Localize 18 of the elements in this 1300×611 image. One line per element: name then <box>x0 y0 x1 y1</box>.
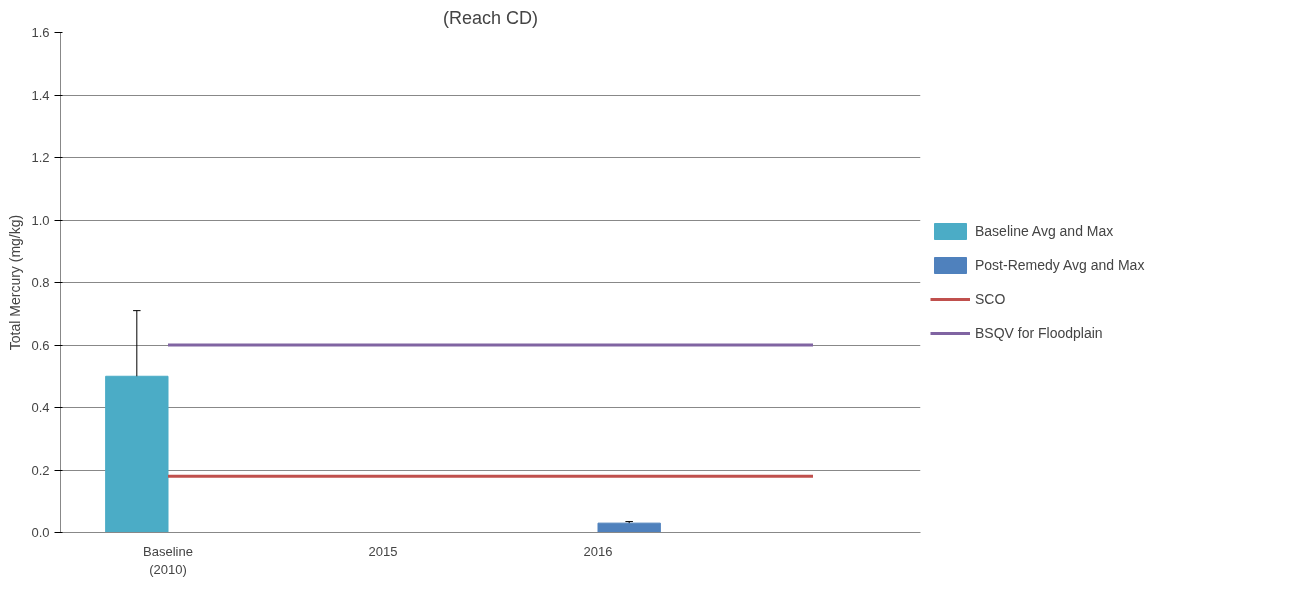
y-axis-title: Total Mercury (mg/kg) <box>7 214 24 351</box>
y-tick-label: 1.0 <box>31 212 50 228</box>
y-tick-label: 0.4 <box>31 400 50 415</box>
x-tick-label: 2015 <box>368 543 398 559</box>
y-tick-label: 1.4 <box>31 87 50 103</box>
y-tick-label: 0.8 <box>31 275 50 290</box>
legend-label: Post-Remedy Avg and Max <box>975 257 1145 273</box>
y-tick-label: 0.6 <box>31 337 50 353</box>
y-tick-label: 1.2 <box>31 150 50 165</box>
legend-label: BSQV for Floodplain <box>975 325 1103 341</box>
y-tick-label: 1.6 <box>31 25 50 40</box>
legend-label: SCO <box>975 291 1006 307</box>
y-tick-label: 0.2 <box>31 462 50 478</box>
y-tick-label: 0.0 <box>31 525 50 540</box>
x-tick-label: 2016 <box>583 543 613 559</box>
x-tick-label: Baseline (2010) <box>143 543 193 577</box>
legend-label: Baseline Avg and Max <box>975 223 1114 239</box>
chart-title: (Reach CD) <box>442 7 539 28</box>
